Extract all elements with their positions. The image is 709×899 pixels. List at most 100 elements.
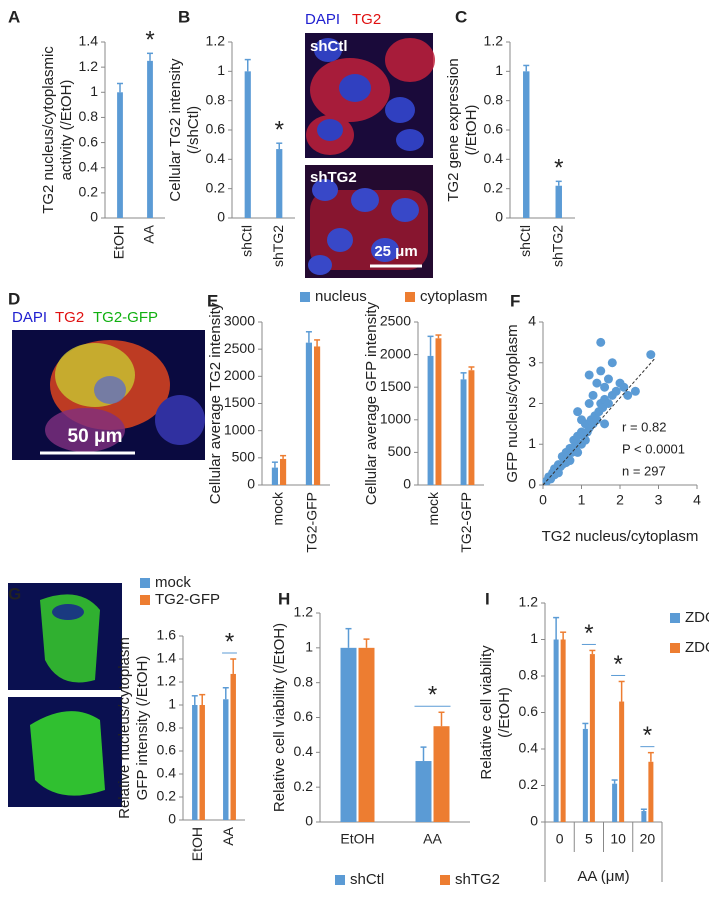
y-tick-label: 0.2 (157, 788, 177, 804)
annotation: * (613, 651, 622, 678)
point (584, 399, 594, 408)
x-tick-label: TG2-GFP (458, 492, 474, 553)
y-tick-label: 0.6 (157, 742, 177, 758)
scale-label: 50 μm (68, 426, 123, 447)
x-tick-label: shTG2 (270, 225, 286, 267)
point (611, 386, 621, 396)
bar (460, 379, 467, 485)
y-tick-label: 1500 (224, 394, 255, 410)
channel-label: DAPI (12, 309, 47, 326)
x-tick-label: AA (141, 224, 157, 243)
y-tick-label: 500 (388, 443, 412, 459)
point (573, 447, 583, 457)
annotation: * (554, 155, 563, 182)
panel-label: E (207, 291, 218, 310)
annotation: * (275, 117, 284, 144)
x-tick-label: AA (220, 826, 236, 845)
point (603, 399, 613, 408)
bar (147, 60, 153, 218)
y-tick-label: 2000 (380, 345, 411, 361)
bar (358, 647, 375, 822)
point (596, 366, 606, 376)
y-tick-label: 1.2 (206, 33, 226, 49)
y-tick-label: 0.2 (294, 778, 314, 794)
y-tick-label: 1 (90, 83, 98, 99)
y-tick-label: 0.6 (294, 708, 314, 724)
bar (555, 185, 562, 218)
x-tick-label: mock (270, 491, 286, 525)
bar (244, 71, 251, 218)
point (630, 386, 640, 396)
legend-swatch (300, 292, 310, 302)
y-tick-label: 1 (305, 639, 313, 655)
point (596, 337, 606, 347)
bar (523, 71, 530, 218)
x-tick-label: 5 (585, 831, 593, 847)
scale-label: 25 μm (374, 243, 417, 260)
point (584, 370, 594, 380)
y-tick-label: 0 (217, 209, 225, 225)
bar (314, 346, 321, 485)
image-label: shTG2 (310, 169, 357, 186)
bar (192, 705, 198, 820)
y-tick-label: 1000 (224, 421, 255, 437)
bar (648, 761, 654, 822)
x-tick-label: 0 (539, 492, 547, 508)
point (573, 407, 583, 417)
y-tick-label: 1 (530, 630, 538, 646)
x-tick-label: 0 (556, 831, 564, 847)
y-tick-label: 0 (247, 476, 255, 492)
y-axis-label: activity (/EtOH) (58, 80, 75, 181)
y-tick-label: 0.4 (519, 740, 539, 756)
legend-swatch (335, 875, 345, 885)
legend-swatch (405, 292, 415, 302)
y-tick-label: 0 (90, 209, 98, 225)
legend-label: shCtl (350, 871, 384, 888)
x-tick-label: shCtl (517, 225, 533, 257)
x-tick-label: 3 (655, 492, 663, 508)
y-tick-label: 1.2 (484, 33, 504, 49)
bar (589, 654, 595, 822)
y-axis-label: Relative cell viability (478, 645, 495, 780)
y-tick-label: 0.8 (206, 91, 226, 107)
point (588, 390, 598, 400)
bar (612, 783, 618, 822)
bar (340, 647, 357, 822)
panel-label: I (485, 589, 490, 608)
x-tick-label: TG2-GFP (304, 492, 320, 553)
y-axis-label: GFP nucleus/cytoplasm (504, 324, 521, 482)
y-tick-label: 0.4 (206, 150, 226, 166)
point (565, 456, 575, 466)
bar (468, 370, 475, 485)
y-tick-label: 1 (528, 435, 536, 451)
y-tick-label: 1.6 (157, 627, 177, 643)
y-tick-label: 0.2 (484, 179, 504, 195)
annotation: * (584, 620, 593, 647)
panel-label: F (510, 291, 520, 310)
y-tick-label: 0.8 (79, 108, 99, 124)
y-tick-label: 0 (168, 811, 176, 827)
y-tick-label: 0.2 (519, 776, 539, 792)
y-tick-label: 0.8 (519, 667, 539, 683)
bar (415, 761, 432, 822)
annotation: * (225, 628, 234, 655)
bar (582, 728, 588, 822)
bar (435, 338, 442, 485)
bar (271, 467, 278, 485)
y-tick-label: 0.4 (294, 743, 314, 759)
y-tick-label: 2500 (224, 340, 255, 356)
bar (433, 726, 450, 822)
legend-label: mock (155, 574, 191, 591)
y-tick-label: 0.6 (79, 133, 99, 149)
annotation: * (145, 27, 154, 54)
stat-label: n = 297 (622, 463, 666, 478)
y-tick-label: 1 (495, 62, 503, 78)
y-tick-label: 0.4 (157, 765, 177, 781)
y-tick-label: 1.2 (79, 58, 99, 74)
legend-label: shTG2 (455, 871, 500, 888)
channel-label: TG2 (352, 11, 381, 28)
y-tick-label: 0.4 (484, 150, 504, 166)
point (600, 382, 610, 392)
y-tick-label: 0 (495, 209, 503, 225)
y-tick-label: 0.6 (519, 703, 539, 719)
